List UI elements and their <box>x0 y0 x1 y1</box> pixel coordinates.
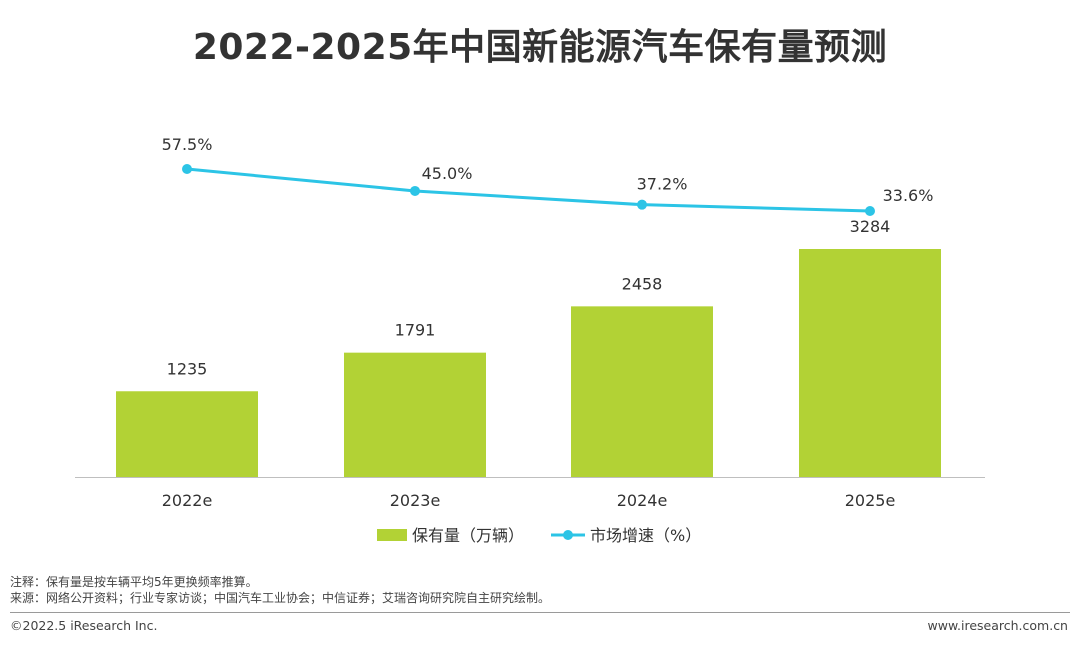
bar-2023e <box>344 352 486 477</box>
legend-line-marker <box>563 530 573 540</box>
growth-line <box>186 167 871 213</box>
bar-label-2022e: 1235 <box>167 359 208 378</box>
x-tick-label-2023e: 2023e <box>390 491 441 510</box>
legend-bar-label: 保有量（万辆） <box>412 526 524 545</box>
x-tick-label-2025e: 2025e <box>845 491 896 510</box>
note-text: 注释：保有量是按车辆平均5年更换频率推算。 <box>10 575 258 589</box>
chart-canvas: 1235 1791 2458 3284 2022e 2023e 2024e 2025e 57.5… <box>75 135 985 545</box>
website-text: www.iresearch.com.cn <box>927 618 1069 633</box>
growth-label-2023e: 45.0% <box>422 164 473 183</box>
source-text: 来源：网络公开资料；行业专家访谈；中国汽车工业协会；中信证券；艾瑞咨询研究院自主… <box>10 591 551 605</box>
growth-label-2022e: 57.5% <box>162 135 213 154</box>
bar-label-2025e: 3284 <box>850 217 891 236</box>
chart-title: 2022-2025年中国新能源汽车保有量预测 <box>192 27 888 68</box>
growth-label-2025e: 33.6% <box>883 186 934 205</box>
growth-label-2024e: 37.2% <box>637 175 688 194</box>
x-tick-label-2022e: 2022e <box>162 491 213 510</box>
notes-block: 注释：保有量是按车辆平均5年更换频率推算。 来源：网络公开资料；行业专家访谈；中… <box>10 574 550 606</box>
growth-point-2023e <box>410 185 420 196</box>
bar-label-2024e: 2458 <box>622 274 663 293</box>
legend-line-label: 市场增速（%） <box>590 526 701 545</box>
bar-2025e <box>799 249 941 477</box>
growth-point-2022e <box>182 164 192 174</box>
x-tick-label-2024e: 2024e <box>617 491 668 510</box>
copyright-text: ©2022.5 iResearch Inc. <box>10 618 158 633</box>
growth-point-2024e <box>637 199 647 210</box>
growth-point-2025e <box>865 206 875 216</box>
bar-2022e <box>116 391 258 477</box>
bar-2024e <box>571 306 713 477</box>
bar-label-2023e: 1791 <box>395 321 436 340</box>
legend-bar-swatch <box>377 529 407 541</box>
footer-divider <box>10 612 1070 613</box>
